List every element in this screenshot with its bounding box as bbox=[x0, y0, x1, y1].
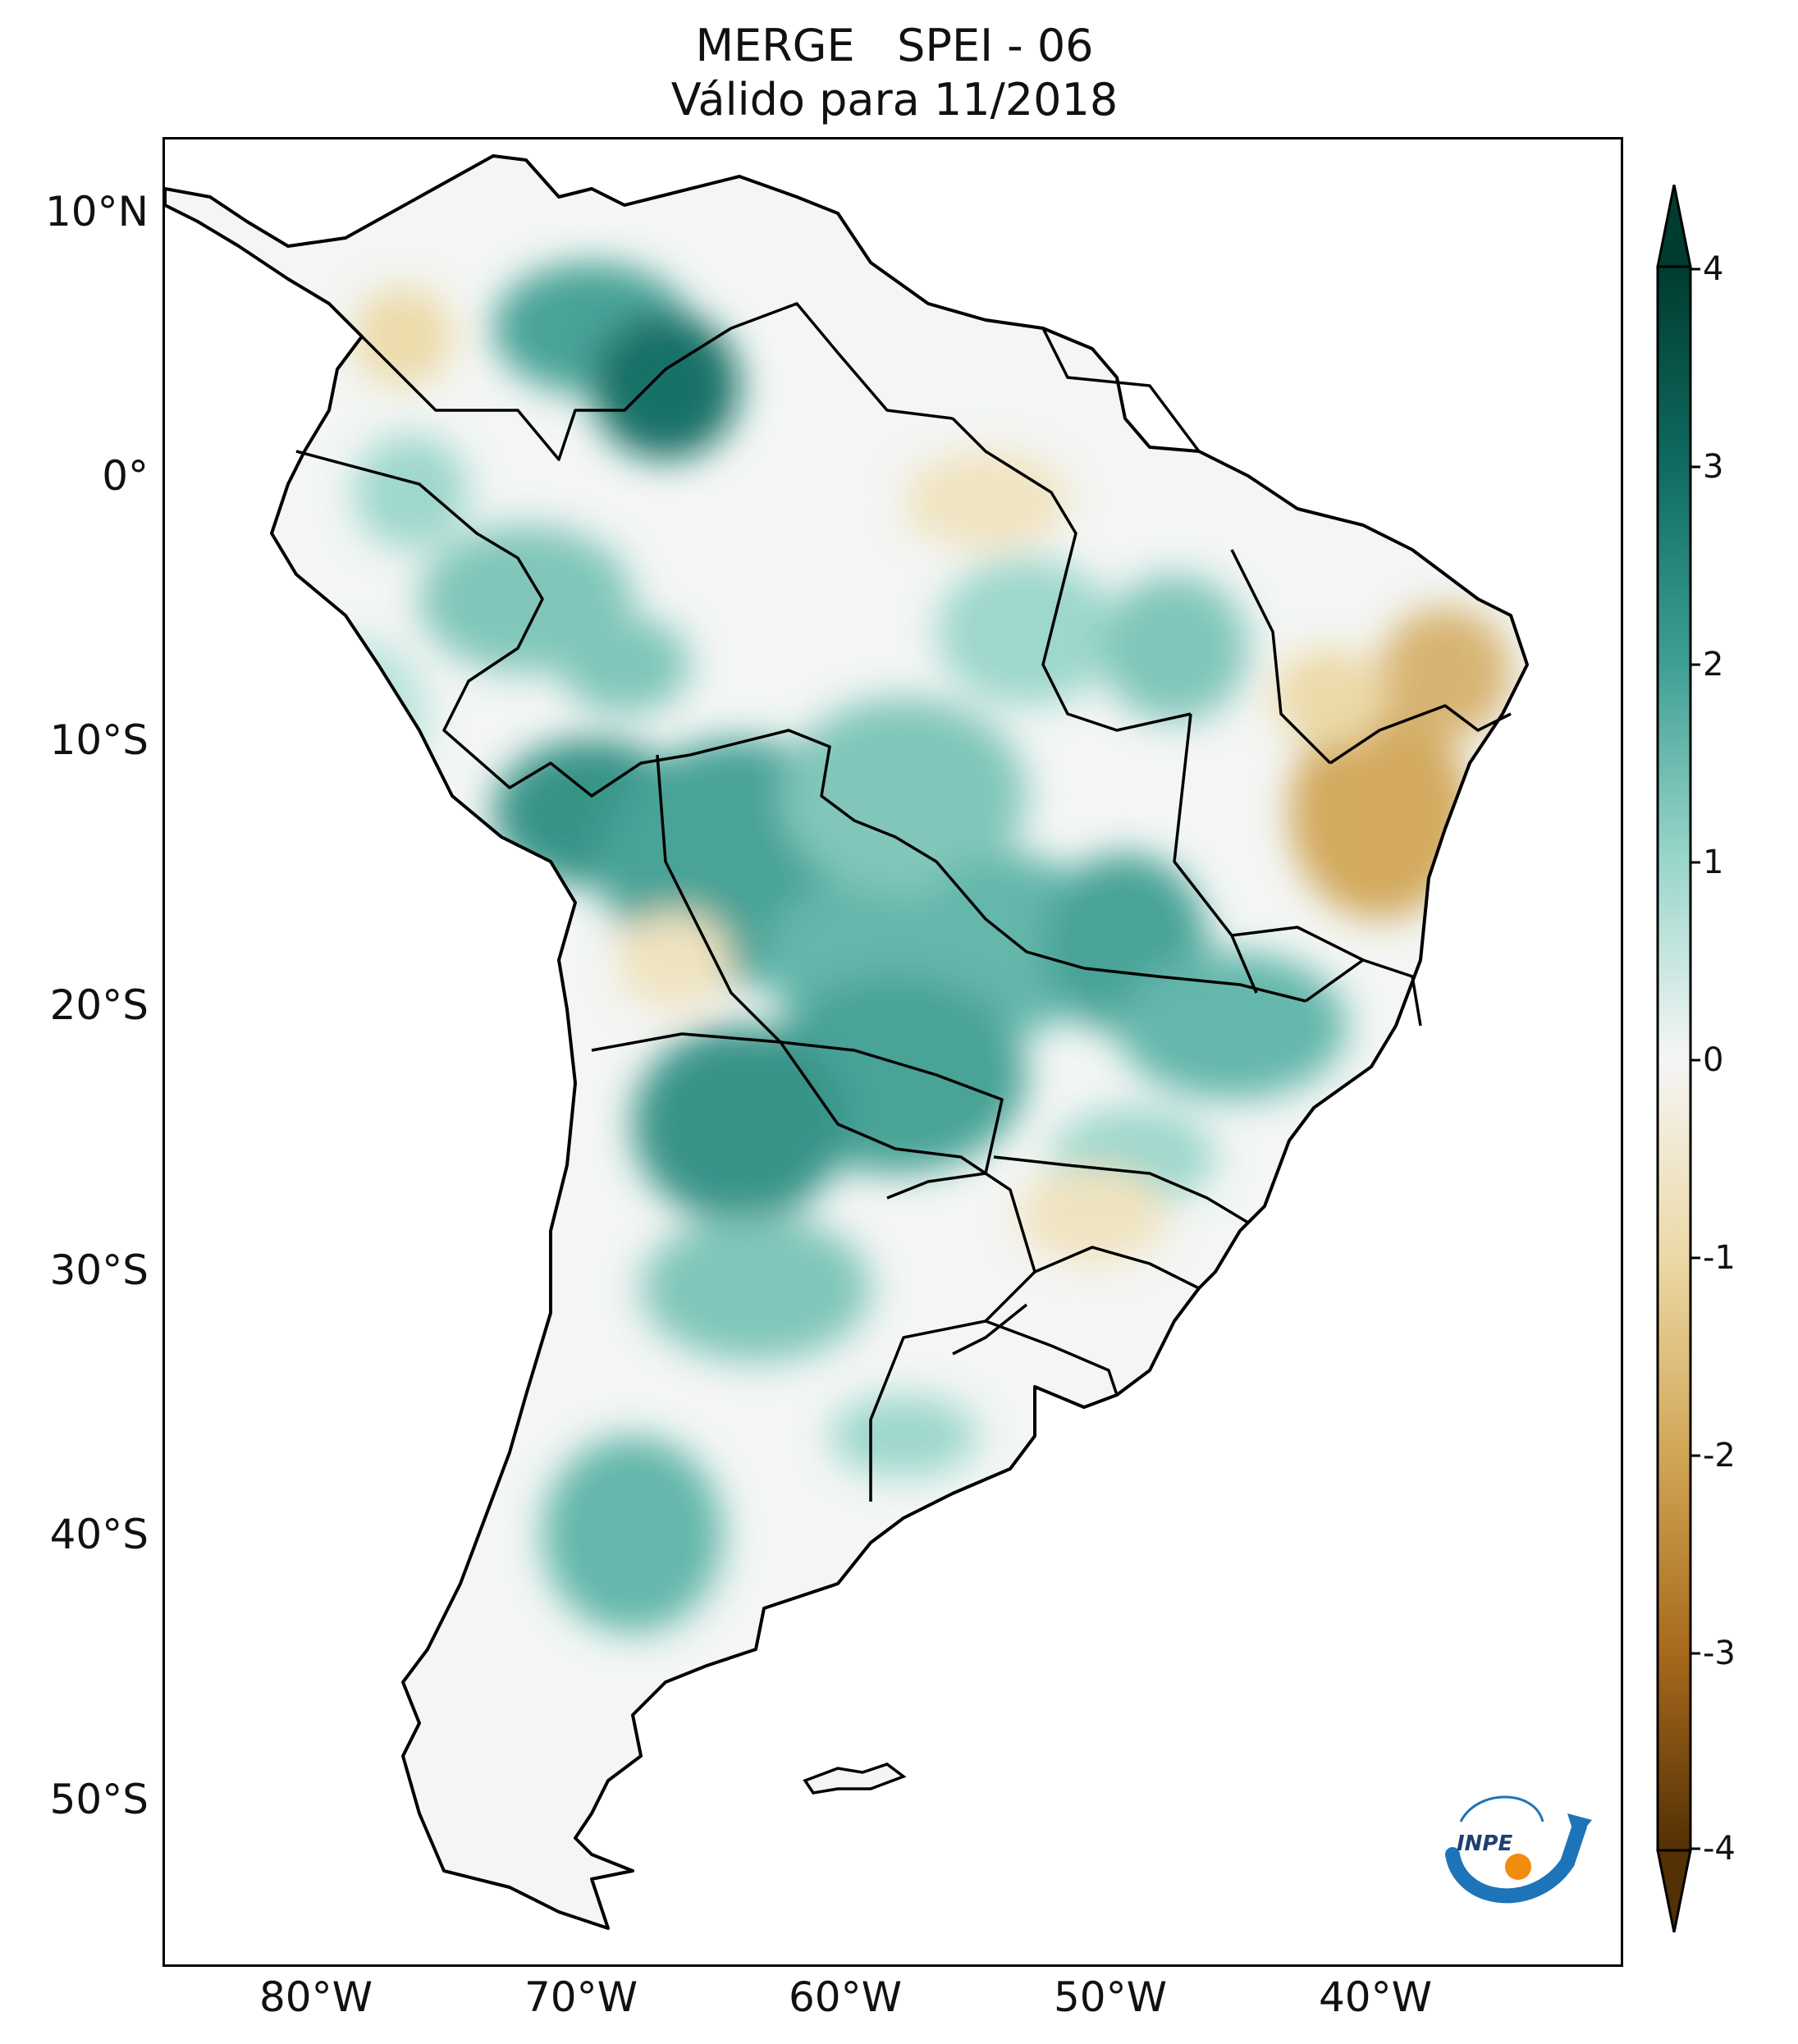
colorbar bbox=[1656, 185, 1700, 1932]
lon-label-80w: 80°W bbox=[258, 1973, 373, 2021]
colorbar-tick-2: 2 bbox=[1703, 646, 1724, 684]
falkland-islands bbox=[803, 1763, 907, 1795]
colorbar-tick-3: 3 bbox=[1703, 448, 1724, 486]
colorbar-tick-1: 1 bbox=[1703, 844, 1724, 881]
colorbar-gradient bbox=[1656, 265, 1692, 1852]
lat-label-50s: 50°S bbox=[49, 1776, 149, 1823]
colorbar-tick-m3: -3 bbox=[1703, 1635, 1736, 1672]
colorbar-extend-bottom bbox=[1656, 1849, 1692, 1932]
colorbar-tick-0: 0 bbox=[1703, 1041, 1724, 1079]
lat-label-30s: 30°S bbox=[49, 1246, 149, 1294]
inpe-logo-icon: INPE bbox=[1445, 1795, 1592, 1904]
lon-label-60w: 60°W bbox=[788, 1973, 903, 2021]
map-title: MERGE SPEI - 06 bbox=[695, 20, 1094, 71]
colorbar-tick-m4: -4 bbox=[1703, 1830, 1736, 1868]
svg-text:INPE: INPE bbox=[1457, 1831, 1512, 1856]
map-frame bbox=[162, 137, 1623, 1967]
lon-label-70w: 70°W bbox=[524, 1973, 638, 2021]
political-borders bbox=[295, 302, 1512, 1502]
lat-label-0: 0° bbox=[102, 452, 149, 500]
lat-label-40s: 40°S bbox=[49, 1511, 149, 1558]
spei-field bbox=[165, 156, 1527, 1928]
lat-label-10s: 10°S bbox=[49, 716, 149, 764]
lon-label-40w: 40°W bbox=[1318, 1973, 1433, 2021]
colorbar-extend-top bbox=[1656, 185, 1692, 268]
lat-label-20s: 20°S bbox=[49, 981, 149, 1029]
colorbar-tick-m1: -1 bbox=[1703, 1239, 1736, 1277]
colorbar-tick-m2: -2 bbox=[1703, 1437, 1736, 1475]
south-america-map bbox=[165, 154, 1529, 1930]
coastline bbox=[165, 154, 1529, 1930]
colorbar-tick-4: 4 bbox=[1703, 250, 1724, 288]
map-subtitle: Válido para 11/2018 bbox=[670, 74, 1119, 126]
lon-label-50w: 50°W bbox=[1053, 1973, 1168, 2021]
lat-label-10n: 10°N bbox=[44, 188, 149, 235]
